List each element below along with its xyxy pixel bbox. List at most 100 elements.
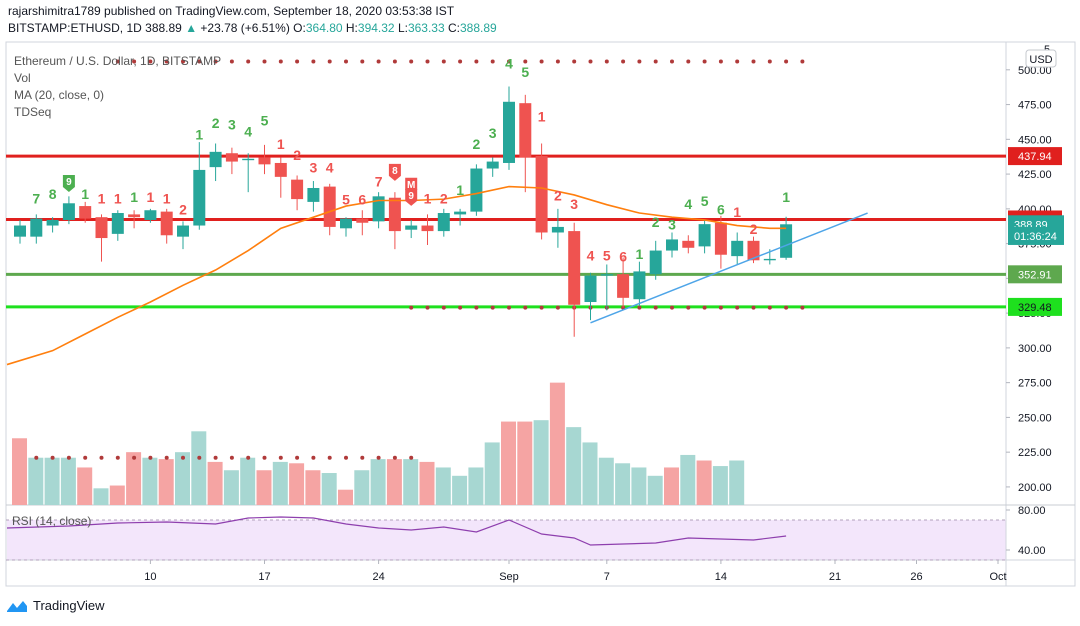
td-count: 1 [195, 126, 203, 142]
candle-body[interactable] [177, 225, 189, 237]
candle-body[interactable] [209, 151, 222, 168]
td-count: 6 [717, 201, 725, 217]
level-price-tag [1008, 147, 1062, 166]
candle-body[interactable] [617, 274, 630, 298]
candle-body[interactable] [405, 225, 418, 230]
volume-bar [484, 442, 500, 505]
volume-bar [109, 485, 125, 505]
candle-body[interactable] [714, 222, 727, 255]
candle-body[interactable] [14, 225, 26, 237]
candle-body[interactable] [421, 225, 434, 232]
candle-body[interactable] [388, 197, 401, 232]
candle-body[interactable] [340, 218, 352, 229]
candle-body[interactable] [584, 275, 597, 303]
time-tick-label: Sep [499, 571, 519, 583]
candle-body[interactable] [372, 196, 385, 222]
candle-body[interactable] [46, 219, 59, 226]
candle-body[interactable] [535, 156, 548, 233]
tdseq-dot [653, 59, 658, 64]
candle-body[interactable] [274, 162, 287, 177]
candle-body[interactable] [160, 211, 173, 236]
volume-bar [93, 488, 109, 505]
volume-bar [386, 459, 402, 505]
tdseq-dot [311, 455, 316, 460]
currency-button[interactable]: USD [1025, 49, 1057, 68]
candle-body[interactable] [698, 224, 711, 247]
trend-line[interactable] [590, 212, 868, 324]
td-count: 5 [342, 192, 350, 208]
candle-body[interactable] [486, 161, 499, 169]
candle-body[interactable] [503, 101, 515, 163]
candle-body[interactable] [128, 214, 141, 218]
legend-ma: MA (20, close, 0) [14, 88, 104, 102]
tradingview-footer[interactable]: TradingView [6, 598, 105, 613]
tdseq-dot [99, 455, 104, 460]
td-count: 3 [668, 217, 676, 233]
td-flag-marker [388, 163, 401, 181]
td-count: 1 [636, 246, 644, 262]
candle-body[interactable] [470, 168, 483, 212]
candle-body[interactable] [111, 213, 124, 234]
candle-body[interactable] [95, 217, 108, 239]
legend-vol: Vol [14, 71, 31, 85]
volume-bar [60, 457, 76, 505]
candle-body[interactable] [633, 271, 646, 300]
candle-body[interactable] [356, 218, 369, 223]
candle-body[interactable] [79, 206, 92, 219]
td-flag-label: 9 [66, 177, 72, 188]
candle-body[interactable] [258, 157, 271, 165]
candle-body[interactable] [763, 258, 776, 261]
candle-body[interactable] [600, 274, 613, 276]
candle-body[interactable] [62, 203, 75, 220]
tdseq-dot [702, 59, 707, 64]
td-count: 1 [130, 189, 138, 205]
last-price-label: 01:36:24 [1014, 231, 1057, 243]
candle-body[interactable] [551, 226, 564, 233]
candle-body[interactable] [30, 218, 43, 237]
td-count: 7 [375, 174, 383, 190]
candle-body[interactable] [291, 179, 304, 200]
candle-body[interactable] [682, 240, 695, 248]
candle-body[interactable] [454, 211, 467, 215]
candle-body[interactable] [649, 250, 662, 275]
candle-body[interactable] [780, 224, 793, 258]
volume-bar [338, 489, 353, 505]
candle-body[interactable] [225, 153, 238, 162]
tdseq-dot [327, 59, 332, 64]
tdseq-dot [197, 59, 202, 64]
candle-body[interactable] [731, 240, 744, 257]
td-count: 4 [326, 160, 334, 176]
tdseq-dot [523, 305, 528, 310]
tdseq-dot [670, 305, 674, 310]
volume-bar [615, 463, 631, 505]
candle-body[interactable] [307, 187, 320, 202]
time-tick-label: 7 [604, 571, 610, 583]
candle-body[interactable] [519, 103, 532, 158]
td-count: 3 [570, 196, 578, 212]
tdseq-dot [344, 59, 348, 64]
tdseq-dot [164, 59, 169, 64]
tdseq-dot [800, 305, 805, 310]
price-tick-label: 425.00 [1018, 169, 1052, 181]
tdseq-dot [229, 59, 234, 64]
candle-body[interactable] [747, 240, 760, 261]
candle-body[interactable] [568, 231, 581, 305]
candle-body[interactable] [242, 158, 255, 161]
candle-body[interactable] [666, 239, 678, 251]
volume-bar [175, 452, 190, 505]
tdseq-dot [621, 59, 626, 64]
td-count: 8 [49, 186, 57, 202]
candle-body[interactable] [437, 213, 450, 232]
td-count: 7 [32, 190, 40, 206]
td-count: 6 [358, 192, 366, 208]
candle-body[interactable] [323, 186, 336, 227]
volume-bar [354, 470, 370, 505]
td-count: 1 [163, 190, 171, 206]
volume-bar [696, 460, 712, 505]
candle-body[interactable] [144, 210, 157, 220]
td-count: 1 [114, 190, 122, 206]
candle-body[interactable] [193, 169, 206, 226]
volume-bar [321, 473, 337, 505]
tdseq-dot [784, 305, 789, 310]
